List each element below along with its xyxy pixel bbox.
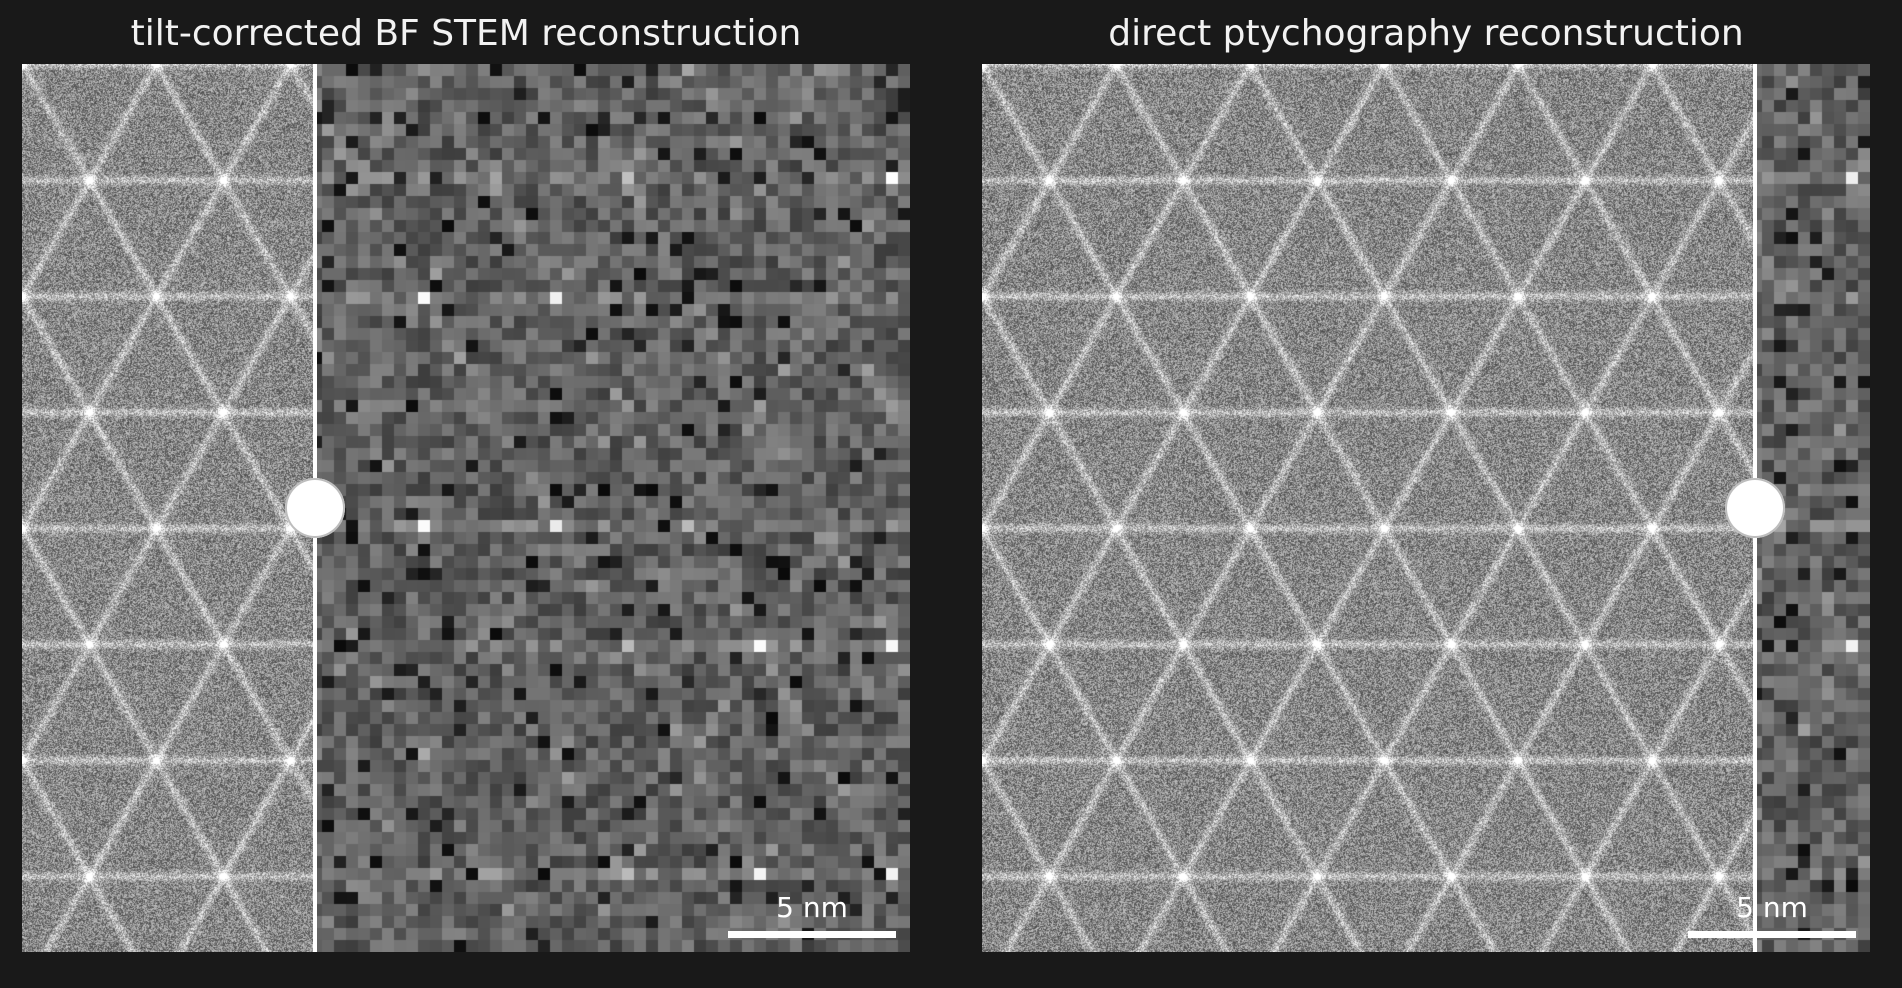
scale-bar-label: 5 nm <box>776 891 848 924</box>
panel-title: tilt-corrected BF STEM reconstruction <box>130 13 802 54</box>
image-comparison-viewer[interactable]: 5 nm <box>22 64 910 952</box>
scale-bar-line <box>1688 931 1856 938</box>
scale-bar: 5 nm <box>1688 892 1856 938</box>
fine-image <box>22 64 315 952</box>
panel-title: direct ptychography reconstruction <box>1108 13 1744 54</box>
image-comparison-viewer[interactable]: 5 nm <box>982 64 1870 952</box>
slider-handle[interactable] <box>1725 478 1785 538</box>
coarse-image <box>315 64 910 952</box>
slider-handle[interactable] <box>285 478 345 538</box>
scale-bar-label: 5 nm <box>1736 891 1808 924</box>
scale-bar-line <box>728 931 896 938</box>
scale-bar: 5 nm <box>728 892 896 938</box>
fine-image <box>982 64 1755 952</box>
